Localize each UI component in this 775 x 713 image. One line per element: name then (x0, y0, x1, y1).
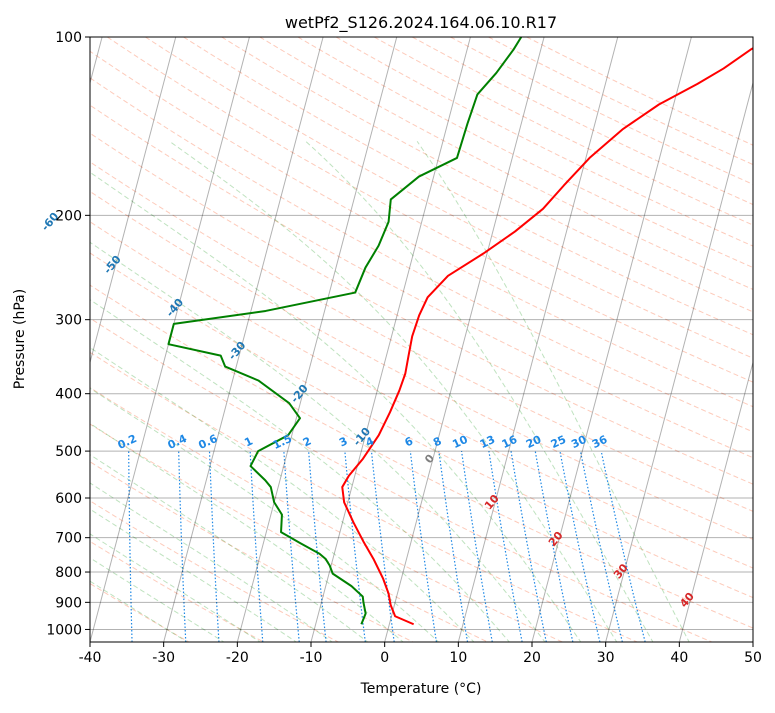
y-tick-label: 800 (55, 565, 82, 581)
x-tick-label: 20 (523, 650, 541, 666)
y-tick-label: 400 (55, 387, 82, 403)
x-axis-label: Temperature (°C) (360, 681, 482, 697)
y-tick-label: 100 (55, 30, 82, 46)
y-tick-label: 600 (55, 491, 82, 507)
x-tick-label: -30 (152, 650, 175, 666)
y-tick-label: 200 (55, 208, 82, 224)
x-tick-label: -40 (79, 650, 102, 666)
x-tick-label: 40 (670, 650, 688, 666)
chart-title: wetPf2_S126.2024.164.06.10.R17 (285, 13, 557, 33)
y-axis-label: Pressure (hPa) (12, 289, 28, 389)
y-tick-label: 900 (55, 595, 82, 611)
y-tick-label: 1000 (46, 622, 82, 638)
x-tick-label: 30 (597, 650, 615, 666)
y-tick-label: 300 (55, 313, 82, 329)
x-tick-label: 50 (744, 650, 762, 666)
x-tick-label: 0 (380, 650, 389, 666)
x-tick-label: 10 (449, 650, 467, 666)
y-tick-label: 500 (55, 444, 82, 460)
y-tick-label: 700 (55, 531, 82, 547)
x-tick-label: -20 (226, 650, 249, 666)
x-tick-label: -10 (300, 650, 323, 666)
